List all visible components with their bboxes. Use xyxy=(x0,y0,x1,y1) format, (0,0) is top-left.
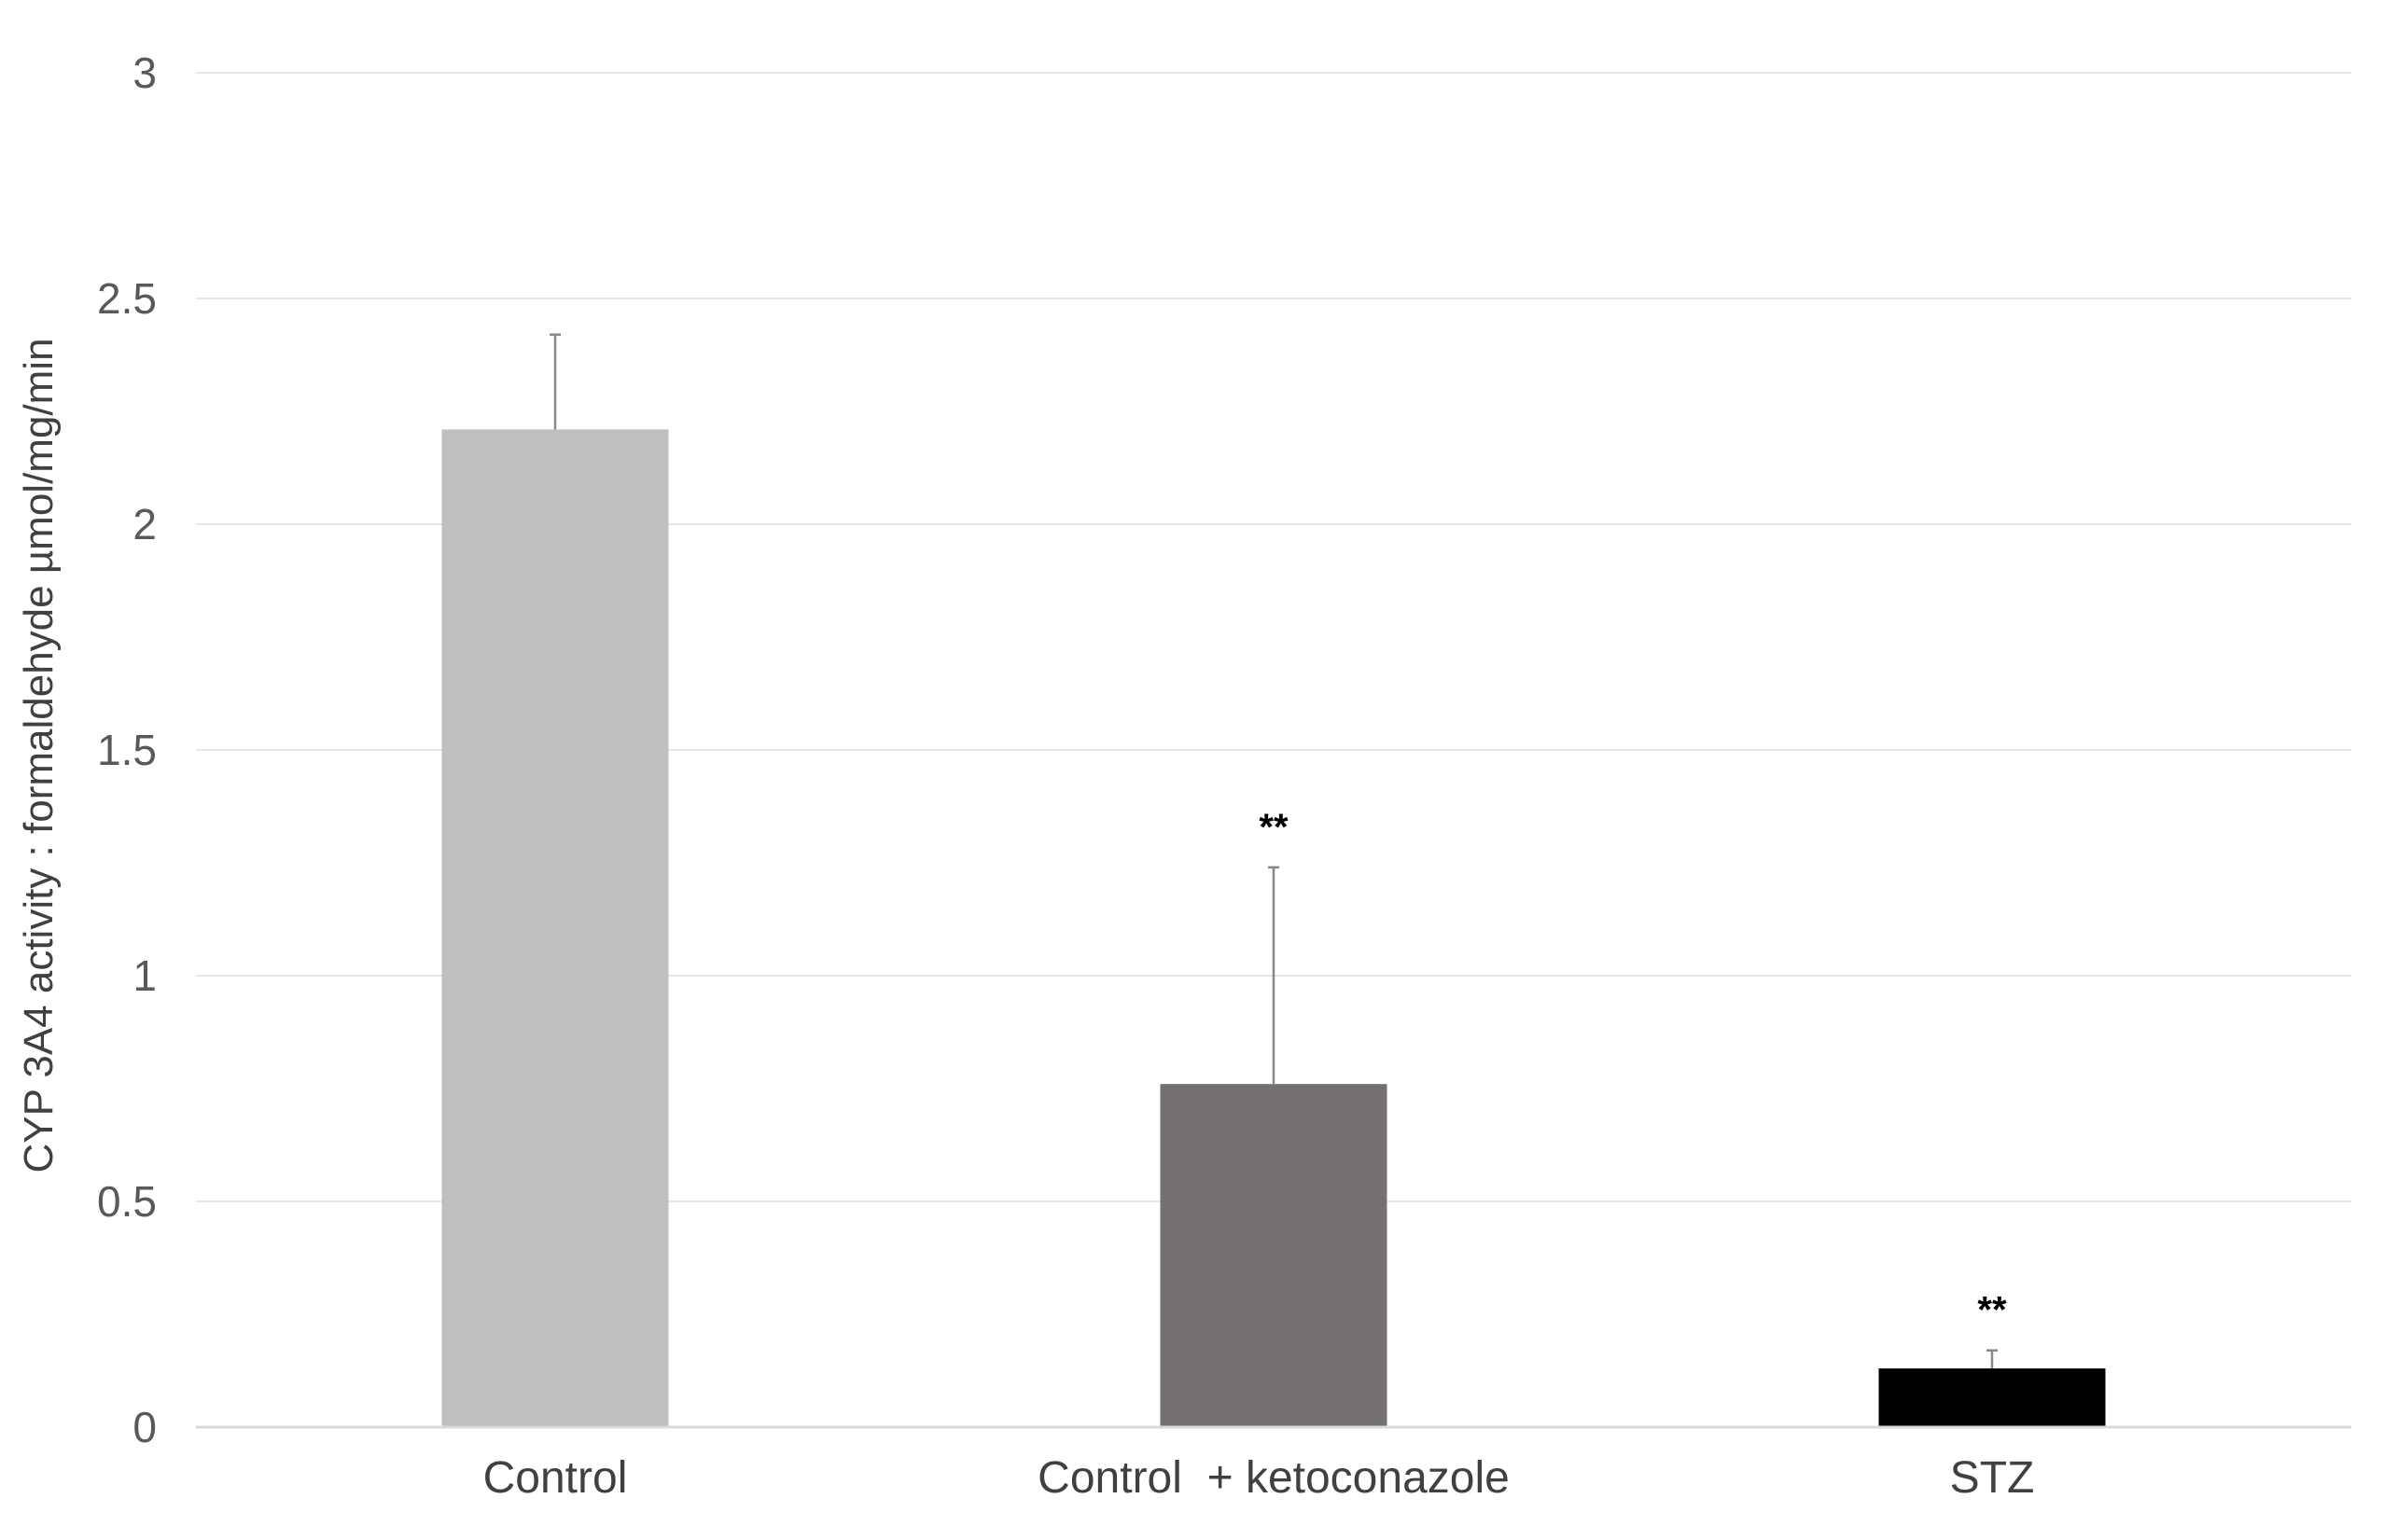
y-axis-title: CYP 3A4 activity : formaldehyde µmol/mg/… xyxy=(16,338,62,1172)
y-tick-label: 1.5 xyxy=(97,726,157,774)
significance-marker: ** xyxy=(1259,807,1289,848)
y-tick-label: 1 xyxy=(132,951,157,1000)
y-tick-label: 0.5 xyxy=(97,1177,157,1226)
category-label: STZ xyxy=(1950,1453,2035,1503)
y-axis-ticks: 0 0.5 1 1.5 2 2.5 3 xyxy=(97,49,157,1451)
y-tick-label: 2 xyxy=(132,500,157,548)
significance-marker: ** xyxy=(1977,1290,2007,1331)
bar-2 xyxy=(1160,1084,1387,1427)
error-bars xyxy=(550,333,1998,1369)
bar-1 xyxy=(441,429,669,1427)
bars xyxy=(441,429,2106,1427)
significance-annotations: ** ** xyxy=(1259,807,2007,1331)
x-axis-categories: Control Control + ketoconazole STZ xyxy=(483,1453,2035,1503)
y-tick-label: 2.5 xyxy=(97,274,157,323)
bar-3 xyxy=(1878,1368,2106,1427)
category-label: Control + ketoconazole xyxy=(1038,1453,1510,1503)
y-tick-label: 3 xyxy=(132,49,157,97)
y-tick-label: 0 xyxy=(132,1403,157,1451)
category-label: Control xyxy=(483,1453,628,1503)
